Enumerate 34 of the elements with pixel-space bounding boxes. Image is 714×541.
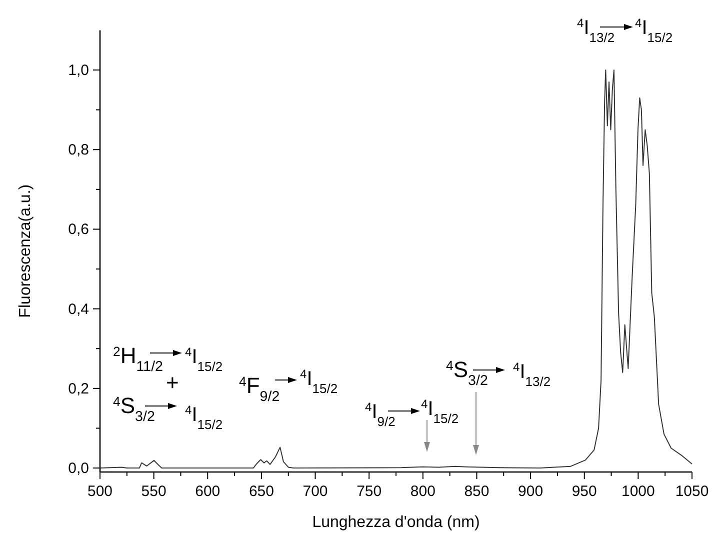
- annotation: $^{4}$I$_{13/2}$: [577, 16, 615, 44]
- x-tick-label: 500: [87, 483, 113, 500]
- y-axis-title: Fluorescenza(a.u.): [17, 184, 34, 318]
- x-tick-label: 750: [356, 483, 382, 500]
- x-tick-label: 600: [195, 483, 220, 500]
- x-tick-label: 950: [572, 483, 597, 500]
- x-axis-title: Lunghezza d'onda (nm): [312, 514, 480, 531]
- annotation: $^{4}$I$_{9/2}$: [365, 400, 396, 428]
- x-tick-label: 700: [302, 483, 328, 500]
- annotation: $^{4}$I$_{15/2}$: [421, 397, 459, 426]
- line-series: [100, 70, 692, 469]
- annotation: $^{2}$H$_{11/2}$: [113, 343, 164, 375]
- annotation: $^{4}$I$_{15/2}$: [185, 345, 223, 374]
- annotation: $^{4}$S$_{3/2}$: [446, 357, 488, 389]
- y-tick-label: 1,0: [68, 62, 89, 79]
- x-tick-label: 900: [518, 483, 544, 500]
- x-tick-label: 1000: [621, 483, 655, 500]
- annotation: $^{4}$F$_{9/2}$: [239, 373, 280, 405]
- annotation: +: [166, 370, 179, 395]
- annotation: $^{4}$I$_{15/2}$: [300, 367, 338, 396]
- x-tick-label: 850: [464, 483, 490, 500]
- y-tick-label: 0,2: [68, 380, 89, 398]
- annotation: $^{4}$I$_{13/2}$: [513, 360, 551, 388]
- x-tick-label: 800: [410, 483, 436, 500]
- annotation: $^{4}$I$_{15/2}$: [635, 16, 673, 44]
- x-tick-label: 550: [141, 483, 166, 500]
- annotation: $^{4}$I$_{15/2}$: [185, 403, 223, 432]
- y-tick-label: 0,8: [68, 142, 89, 159]
- y-tick-label: 0,4: [68, 300, 89, 318]
- x-tick-label: 1050: [675, 483, 709, 500]
- y-tick-label: 0,6: [68, 221, 89, 238]
- y-tick-label: 0,0: [68, 460, 89, 478]
- x-tick-label: 650: [248, 483, 274, 500]
- annotation: $^{4}$S$_{3/2}$: [113, 393, 155, 425]
